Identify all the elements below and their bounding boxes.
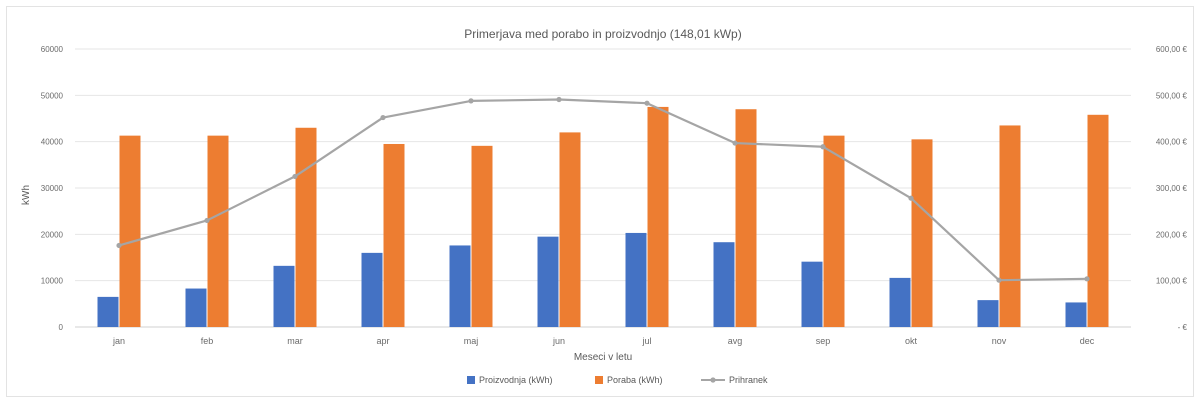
y2-tick-label: - € (1178, 323, 1188, 332)
line-point (732, 140, 738, 146)
y-tick-label: 0 (59, 323, 64, 332)
y-tick-label: 40000 (41, 138, 64, 147)
bar-poraba (295, 127, 317, 328)
x-tick-label: nov (992, 336, 1007, 346)
y2-tick-label: 200,00 € (1156, 230, 1188, 239)
bar-proizvodnja (713, 242, 735, 327)
bar-proizvodnja (97, 296, 119, 327)
bar-proizvodnja (273, 265, 295, 327)
line-point (380, 114, 386, 121)
bar-poraba (911, 139, 933, 327)
bar-proizvodnja (1065, 302, 1087, 327)
bar-poraba (119, 135, 141, 327)
gridlines (75, 48, 1131, 328)
x-tick-label: mar (287, 336, 303, 346)
bar-proizvodnja (977, 300, 999, 327)
combo-chart: Primerjava med porabo in proizvodnjo (14… (21, 27, 1188, 385)
x-axis-ticks: jan feb mar apr maj jun jul avg sep okt nov dec (112, 336, 1095, 346)
x-tick-label: jan (112, 336, 125, 346)
bar-proizvodnja (889, 277, 911, 327)
x-tick-label: jul (641, 336, 651, 346)
x-tick-label: okt (905, 336, 918, 346)
bar-proizvodnja (537, 236, 559, 327)
x-axis-label: Meseci v letu (574, 352, 632, 363)
legend-label: Poraba (kWh) (607, 375, 663, 385)
y-tick-label: 60000 (41, 45, 64, 54)
x-tick-label: feb (201, 336, 214, 346)
bar-poraba (647, 106, 669, 328)
line-point (996, 277, 1002, 283)
bar-proizvodnja (801, 261, 823, 327)
bar-poraba (207, 135, 229, 327)
y2-tick-label: 100,00 € (1156, 277, 1188, 286)
bar-proizvodnja (361, 252, 383, 327)
bar-poraba (735, 109, 757, 327)
y2-tick-label: 400,00 € (1156, 138, 1188, 147)
y-tick-label: 20000 (41, 230, 64, 239)
y2-tick-label: 300,00 € (1156, 184, 1188, 193)
bar-proizvodnja (625, 232, 647, 327)
legend-swatch (595, 376, 603, 384)
line-series (116, 96, 1090, 283)
y-axis-label: kWh (21, 185, 32, 205)
x-tick-label: dec (1080, 336, 1095, 346)
x-tick-label: jun (552, 336, 565, 346)
legend-label: Prihranek (729, 375, 768, 385)
bar-proizvodnja (185, 288, 207, 327)
legend-swatch (467, 376, 475, 384)
bar-poraba (471, 145, 493, 327)
chart-title: Primerjava med porabo in proizvodnjo (14… (464, 27, 741, 41)
legend-marker (710, 377, 716, 383)
line-point (820, 144, 826, 150)
line-prihranek (118, 98, 1088, 282)
bar-poraba (383, 143, 405, 327)
y-axis-right-ticks: - € 100,00 € 200,00 € 300,00 € 400,00 € 500,0… (1156, 45, 1188, 332)
y2-tick-label: 500,00 € (1156, 91, 1188, 100)
x-tick-label: maj (464, 336, 479, 346)
x-tick-label: apr (376, 336, 389, 346)
bar-poraba (1087, 114, 1109, 327)
y-tick-label: 30000 (41, 184, 64, 193)
bar-poraba (823, 135, 845, 327)
line-point (908, 195, 914, 201)
y2-tick-label: 600,00 € (1156, 45, 1188, 54)
legend: Proizvodnja (kWh) Poraba (kWh) Prihranek (467, 375, 768, 385)
bar-poraba (559, 132, 581, 327)
legend-label: Proizvodnja (kWh) (479, 375, 553, 385)
line-point (556, 96, 562, 103)
line-point (644, 100, 650, 106)
bar-poraba (999, 125, 1021, 327)
bar-proizvodnja (449, 245, 471, 327)
y-axis-left-ticks: 0 10000 20000 30000 40000 50000 60000 (41, 45, 64, 332)
line-point (1084, 276, 1090, 282)
y-tick-label: 10000 (41, 277, 64, 286)
line-point (204, 217, 210, 224)
line-point (292, 173, 298, 180)
y-tick-label: 50000 (41, 91, 64, 100)
bar-series (97, 106, 1109, 328)
x-tick-label: sep (816, 336, 831, 346)
line-point (468, 98, 474, 104)
x-tick-label: avg (728, 336, 743, 346)
chart-frame: Primerjava med porabo in proizvodnjo (14… (6, 6, 1194, 397)
line-point (116, 242, 122, 249)
